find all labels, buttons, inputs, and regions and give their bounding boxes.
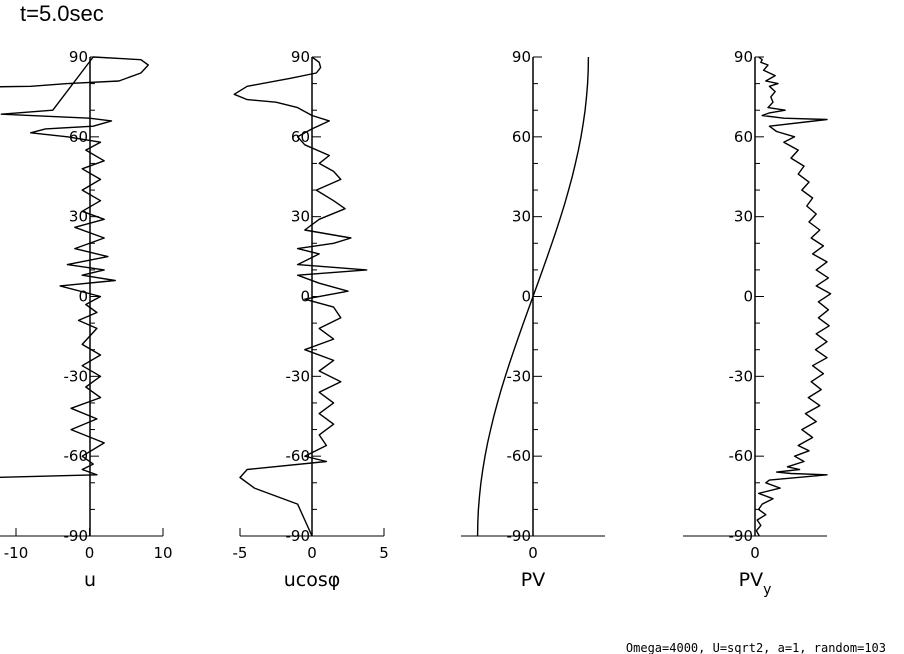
y-tick-label: -90 — [729, 527, 754, 545]
y-tick-label: 90 — [512, 48, 531, 66]
y-tick-label: 60 — [734, 128, 753, 146]
y-tick-label: -90 — [64, 527, 89, 545]
series-line-PV — [476, 56, 590, 537]
series-line-PVy — [755, 56, 832, 537]
y-tick-label: -60 — [729, 447, 754, 465]
y-tick-label: 0 — [78, 288, 88, 306]
y-tick-label: 90 — [291, 48, 310, 66]
series-line-ucos-phi — [233, 56, 368, 537]
y-tick-label: -30 — [729, 367, 754, 385]
x-axis-label-u: u — [84, 569, 96, 591]
y-tick-label: -90 — [286, 527, 311, 545]
y-tick-label: -60 — [286, 447, 311, 465]
x-tick-label: 0 — [750, 544, 760, 562]
x-axis-label-PVy: PVy — [739, 569, 772, 598]
y-tick-label: -30 — [64, 367, 89, 385]
x-tick-label: -10 — [4, 544, 29, 562]
y-tick-label: -90 — [507, 527, 532, 545]
y-tick-label: 30 — [734, 208, 753, 226]
chart-title: t=5.0sec — [20, 1, 104, 26]
y-tick-label: 0 — [743, 288, 753, 306]
y-tick-label: -30 — [507, 367, 532, 385]
y-tick-label: 60 — [512, 128, 531, 146]
y-tick-label: -30 — [286, 367, 311, 385]
y-tick-label: 0 — [521, 288, 531, 306]
y-tick-label: -60 — [507, 447, 532, 465]
y-tick-label: -60 — [64, 447, 89, 465]
x-tick-label: -5 — [233, 544, 248, 562]
y-tick-label: 30 — [291, 208, 310, 226]
y-tick-label: 90 — [734, 48, 753, 66]
panel-ucos-phi: -90 -60 -30 0 30 60 90 -5 0 5 ucosφ — [233, 48, 389, 591]
panel-PVy: -90 -60 -30 0 30 60 90 0 PVy — [683, 48, 832, 598]
x-axis-label-PV: PV — [521, 569, 545, 591]
y-tick-label: 60 — [69, 128, 88, 146]
panel-PV: -90 -60 -30 0 30 60 90 0 PV — [461, 48, 605, 591]
footer-caption: Omega=4000, U=sqrt2, a=1, random=103 — [626, 641, 886, 654]
x-tick-label: 5 — [379, 544, 389, 562]
y-tick-label: 30 — [512, 208, 531, 226]
x-axis-label-ucos-phi: ucosφ — [284, 569, 341, 591]
y-tick-label: 60 — [291, 128, 310, 146]
y-tick-label: 0 — [300, 288, 310, 306]
y-tick-label: 90 — [69, 48, 88, 66]
x-tick-label: 0 — [85, 544, 95, 562]
x-tick-label: 0 — [307, 544, 317, 562]
series-line-u — [0, 56, 150, 479]
x-tick-label: 0 — [528, 544, 538, 562]
x-tick-label: 10 — [153, 544, 172, 562]
